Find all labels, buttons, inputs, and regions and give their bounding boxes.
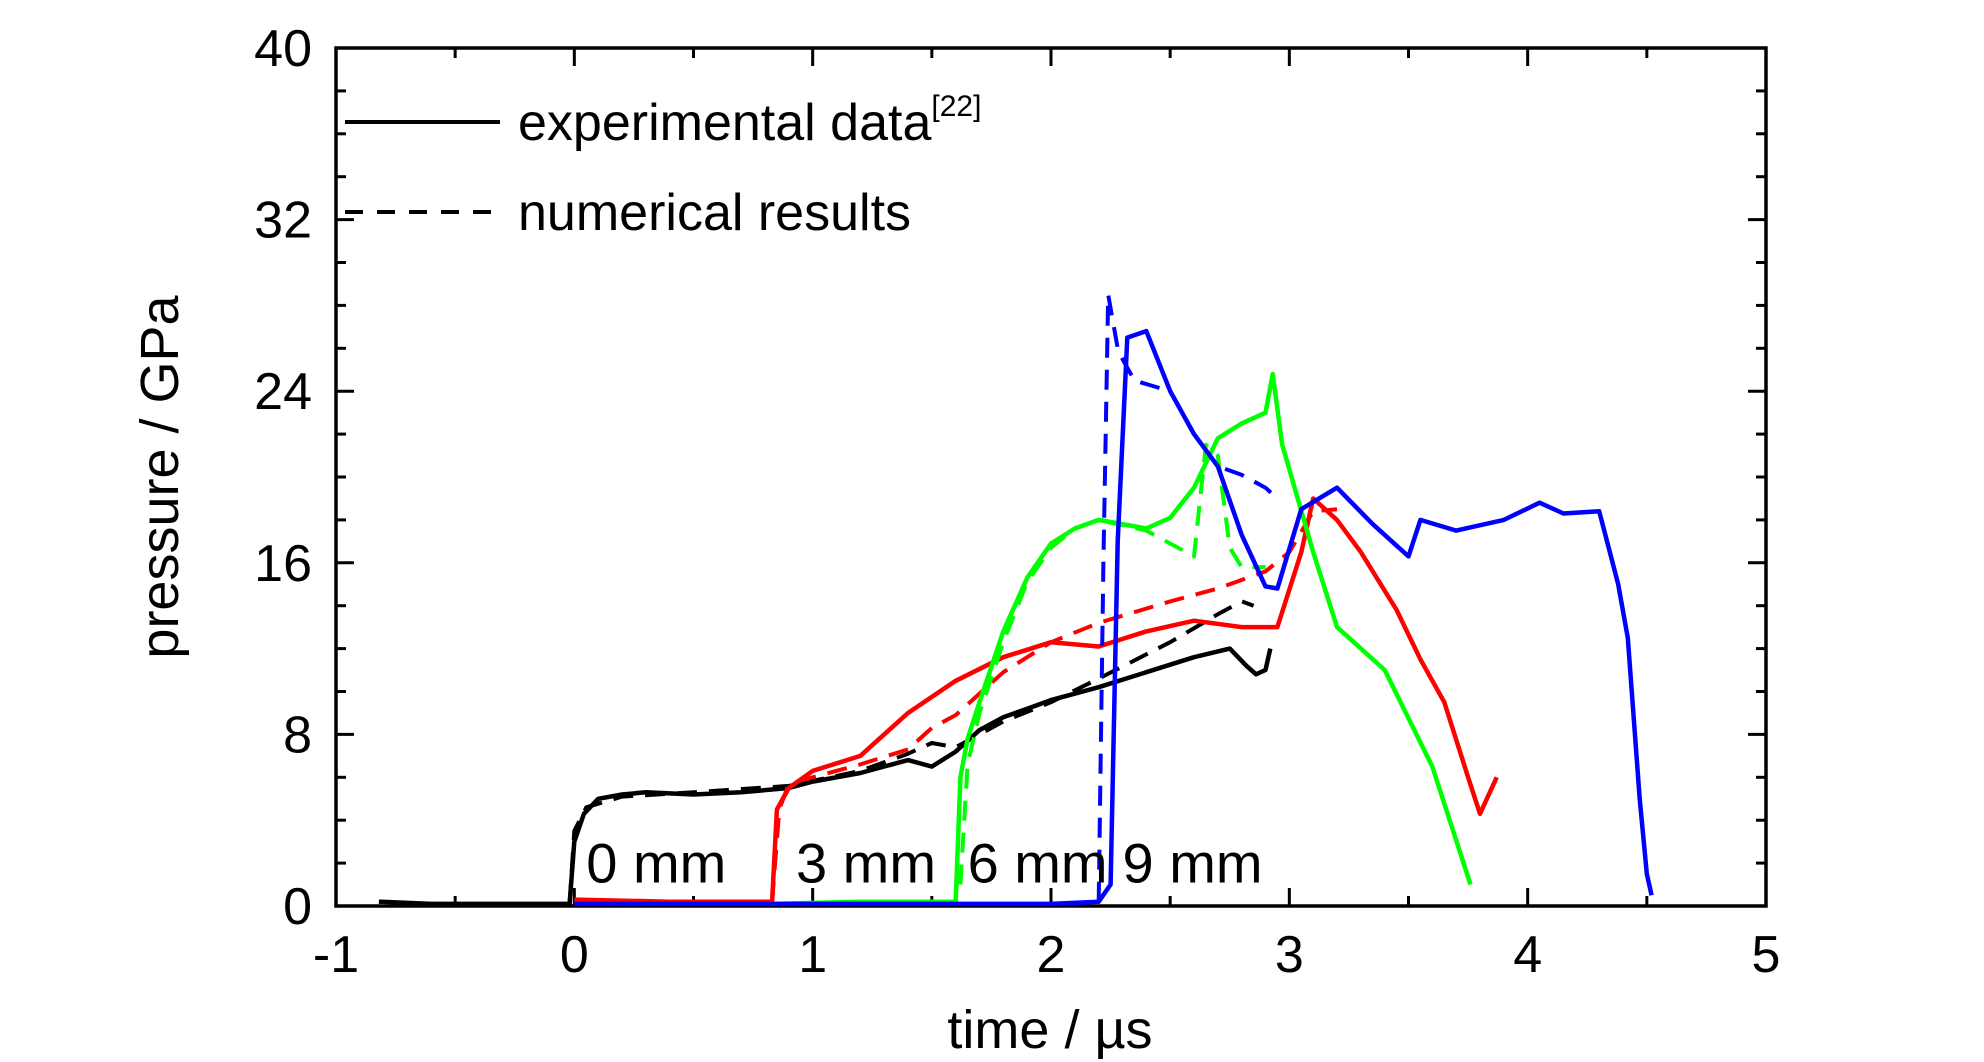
y-tick-label: 0 — [283, 878, 312, 936]
legend-experimental-ref: [22] — [931, 90, 981, 123]
x-tick-label: -1 — [313, 926, 359, 984]
x-axis-title: time / µs — [947, 1000, 1152, 1060]
x-tick-label: 1 — [798, 926, 827, 984]
x-tick-label: 2 — [1037, 926, 1066, 984]
series-layer — [378, 292, 1654, 907]
gauge-label: 3 mm — [796, 831, 936, 894]
x-tick-label: 3 — [1275, 926, 1304, 984]
experimental-line-9-mm — [574, 328, 1654, 907]
numerical-line-0-mm — [567, 599, 1255, 905]
numerical-line-3-mm — [770, 507, 1338, 902]
experimental-line-6-mm — [772, 371, 1473, 907]
x-tick-label: 5 — [1752, 926, 1781, 984]
plot-frame — [334, 46, 1768, 908]
gauge-label: 9 mm — [1123, 831, 1263, 894]
y-tick-label: 40 — [254, 20, 312, 78]
experimental-line-0-mm — [378, 646, 1273, 907]
y-tick-label: 24 — [254, 363, 312, 421]
y-tick-label: 32 — [254, 192, 312, 250]
y-tick-label: 8 — [283, 706, 312, 764]
y-tick-label: 16 — [254, 535, 312, 593]
gauge-label: 6 mm — [968, 831, 1108, 894]
gauge-annotations: 0 mm 3 mm 6 mm 9 mm — [586, 831, 1262, 894]
legend-label-numerical: numerical results — [518, 184, 911, 242]
legend-experimental-text: experimental data — [518, 94, 931, 152]
x-tick-label: 0 — [560, 926, 589, 984]
x-tick-label: 4 — [1513, 926, 1542, 984]
numerical-line-6-mm — [958, 442, 1266, 885]
legend-label-experimental: experimental data[22] — [518, 90, 981, 152]
axis-ticks — [334, 46, 1768, 908]
y-axis-title: pressure / GPa — [130, 294, 190, 658]
gauge-label: 0 mm — [586, 831, 726, 894]
experimental-line-3-mm — [574, 496, 1499, 904]
legend: experimental data[22] numerical results — [345, 90, 981, 242]
numerical-line-9-mm — [1096, 292, 1279, 902]
